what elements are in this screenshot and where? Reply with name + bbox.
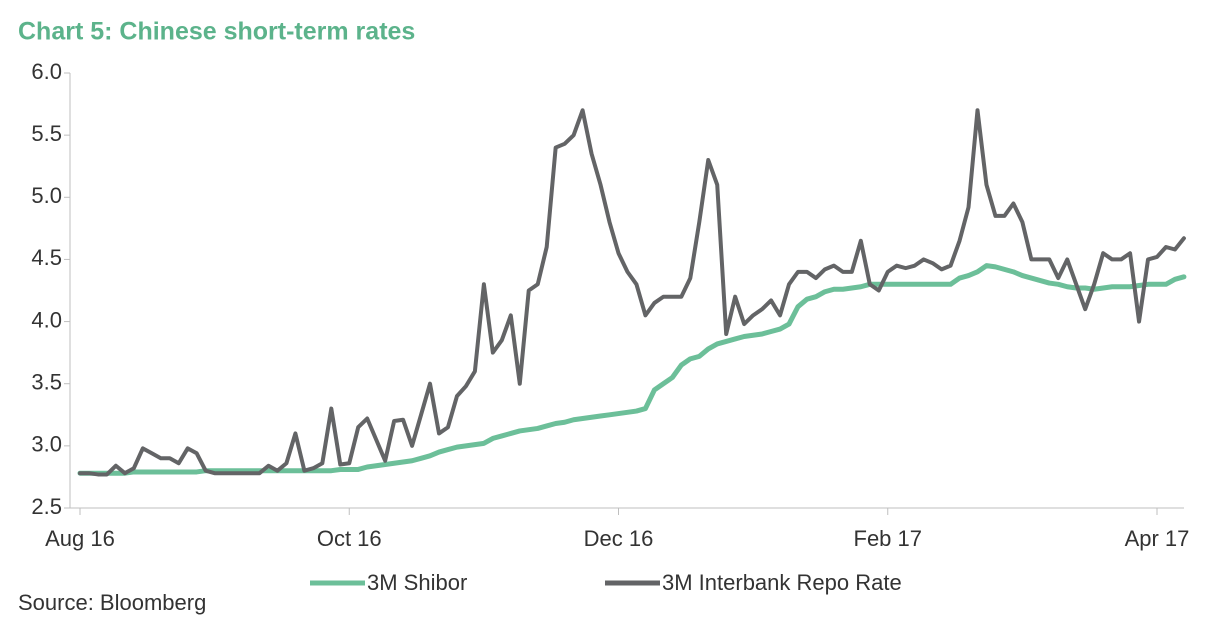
legend-label: 3M Interbank Repo Rate (662, 570, 902, 595)
y-tick-label: 2.5 (31, 494, 62, 519)
y-tick-label: 4.5 (31, 245, 62, 270)
y-tick-label: 3.5 (31, 370, 62, 395)
x-tick-label: Apr 17 (1125, 526, 1190, 551)
x-tick-label: Oct 16 (317, 526, 382, 551)
line-series (77, 263, 1187, 476)
chart-title: Chart 5: Chinese short-term rates (18, 18, 415, 46)
x-tick-label: Feb 17 (854, 526, 923, 551)
source-note: Source: Bloomberg (18, 590, 206, 615)
legend-label: 3M Shibor (367, 570, 467, 595)
line-series (78, 108, 1186, 477)
y-tick-label: 6.0 (31, 59, 62, 84)
y-tick-label: 3.0 (31, 432, 62, 457)
y-tick-label: 4.0 (31, 307, 62, 332)
y-tick-label: 5.0 (31, 183, 62, 208)
y-tick-label: 5.5 (31, 121, 62, 146)
x-tick-label: Dec 16 (584, 526, 654, 551)
x-tick-label: Aug 16 (45, 526, 115, 551)
